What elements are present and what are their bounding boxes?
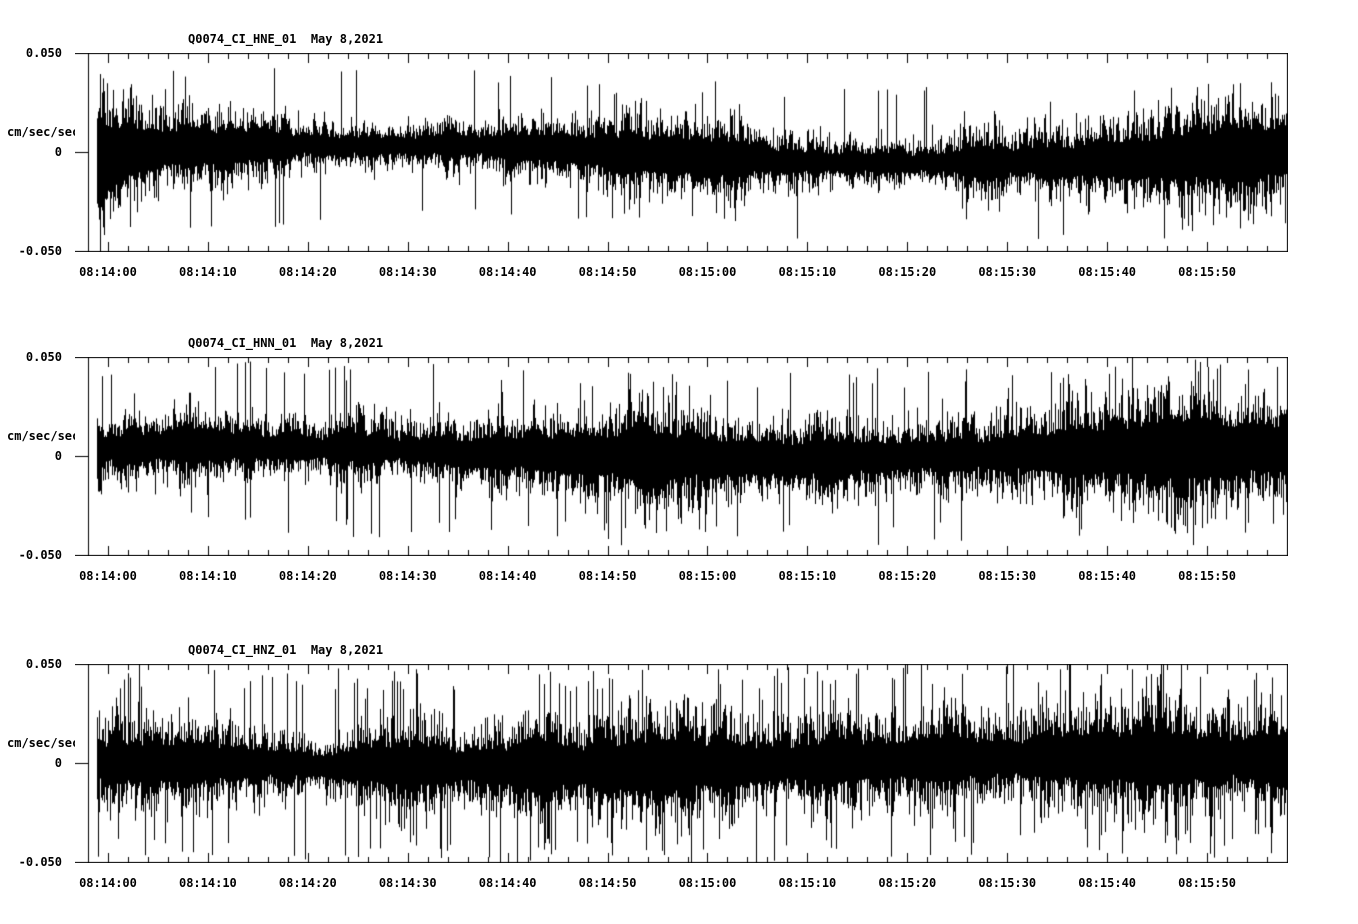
xtick-label: 08:15:10 bbox=[778, 876, 837, 890]
ytick-label-zero: 0 bbox=[54, 145, 62, 159]
xtick-label: 08:15:00 bbox=[678, 569, 737, 583]
xtick-label: 08:15:40 bbox=[1078, 569, 1137, 583]
xtick-label: 08:14:40 bbox=[478, 569, 537, 583]
xtick-label: 08:14:10 bbox=[178, 876, 237, 890]
xtick-label: 08:15:50 bbox=[1178, 569, 1236, 583]
xtick-label: 08:15:00 bbox=[678, 876, 737, 890]
seismogram-panel: Q0074_CI_HNN_01 May 8,2021 0.050 cm/sec/… bbox=[0, 336, 1358, 589]
xtick-label: 08:14:10 bbox=[178, 569, 237, 583]
ytick-label-top: 0.050 bbox=[25, 350, 62, 364]
ytick-label-top: 0.050 bbox=[25, 657, 62, 671]
xtick-label: 08:14:50 bbox=[578, 569, 637, 583]
xtick-label: 08:15:10 bbox=[778, 569, 837, 583]
y-axis-unit-label: cm/sec/sec bbox=[7, 736, 80, 750]
trace-title: Q0074_CI_HNN_01 May 8,2021 bbox=[188, 336, 384, 350]
seismogram-panel: Q0074_CI_HNE_01 May 8,2021 0.050 cm/sec/… bbox=[0, 32, 1358, 285]
ytick-label-zero: 0 bbox=[54, 756, 62, 770]
xtick-label: 08:15:40 bbox=[1078, 876, 1137, 890]
ytick-label-bottom: -0.050 bbox=[18, 855, 62, 869]
xtick-label: 08:14:00 bbox=[79, 265, 137, 279]
xtick-label: 08:15:20 bbox=[878, 569, 937, 583]
trace-title: Q0074_CI_HNE_01 May 8,2021 bbox=[188, 32, 384, 46]
x-axis-labels: 08:14:00 08:14:10 08:14:20 08:14:30 08:14:40… bbox=[75, 569, 1305, 585]
xtick-label: 08:15:50 bbox=[1178, 876, 1236, 890]
y-axis-unit-label: cm/sec/sec bbox=[7, 125, 80, 139]
xtick-label: 08:14:30 bbox=[378, 876, 437, 890]
ytick-label-top: 0.050 bbox=[25, 46, 62, 60]
xtick-label: 08:15:30 bbox=[978, 265, 1037, 279]
ytick-label-bottom: -0.050 bbox=[18, 548, 62, 562]
xtick-label: 08:15:50 bbox=[1178, 265, 1236, 279]
ytick-label-bottom: -0.050 bbox=[18, 244, 62, 258]
waveform-canvas bbox=[75, 53, 1288, 252]
xtick-label: 08:14:30 bbox=[378, 265, 437, 279]
xtick-label: 08:15:20 bbox=[878, 265, 937, 279]
xtick-label: 08:15:30 bbox=[978, 569, 1037, 583]
xtick-label: 08:14:40 bbox=[478, 265, 537, 279]
trace-title: Q0074_CI_HNZ_01 May 8,2021 bbox=[188, 643, 384, 657]
ytick-label-zero: 0 bbox=[54, 449, 62, 463]
xtick-label: 08:15:30 bbox=[978, 876, 1037, 890]
xtick-label: 08:14:20 bbox=[278, 265, 337, 279]
y-axis-unit-label: cm/sec/sec bbox=[7, 429, 80, 443]
xtick-label: 08:15:40 bbox=[1078, 265, 1137, 279]
xtick-label: 08:14:20 bbox=[278, 569, 337, 583]
waveform-canvas bbox=[75, 357, 1288, 556]
xtick-label: 08:14:50 bbox=[578, 876, 637, 890]
xtick-label: 08:14:50 bbox=[578, 265, 637, 279]
seismogram-panel: Q0074_CI_HNZ_01 May 8,2021 0.050 cm/sec/… bbox=[0, 643, 1358, 896]
x-axis-labels: 08:14:00 08:14:10 08:14:20 08:14:30 08:14:40… bbox=[75, 876, 1305, 892]
xtick-label: 08:14:30 bbox=[378, 569, 437, 583]
x-axis-labels: 08:14:00 08:14:10 08:14:20 08:14:30 08:14:40… bbox=[75, 265, 1305, 281]
xtick-label: 08:14:20 bbox=[278, 876, 337, 890]
xtick-label: 08:14:10 bbox=[178, 265, 237, 279]
xtick-label: 08:14:40 bbox=[478, 876, 537, 890]
waveform-canvas bbox=[75, 664, 1288, 863]
xtick-label: 08:15:10 bbox=[778, 265, 837, 279]
xtick-label: 08:14:00 bbox=[79, 876, 137, 890]
xtick-label: 08:15:20 bbox=[878, 876, 937, 890]
xtick-label: 08:14:00 bbox=[79, 569, 137, 583]
xtick-label: 08:15:00 bbox=[678, 265, 737, 279]
